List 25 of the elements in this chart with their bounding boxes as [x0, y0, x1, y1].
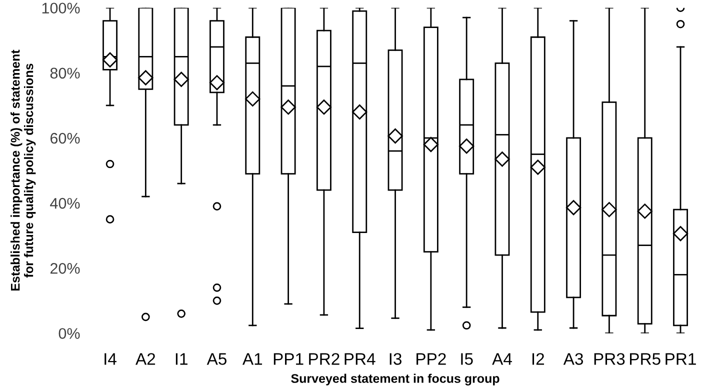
x-tick-label: I3 [390, 353, 402, 365]
x-tick-label: PR2 [309, 353, 340, 365]
x-tick-label: A3 [563, 353, 584, 365]
x-tick-label: I1 [176, 353, 188, 365]
x-tick-label: PR4 [344, 353, 376, 365]
y-tick-label: 60% [50, 132, 80, 144]
x-tick-label: PP1 [274, 353, 304, 365]
y-tick-label: 0% [58, 328, 80, 339]
x-tick-label: PP2 [416, 353, 446, 365]
x-tick-label: A1 [242, 353, 262, 365]
x-tick-label: A4 [492, 353, 512, 365]
y-axis-title: Established importance (%) of statement for future quality policy discussions [10, 50, 36, 291]
x-tick-label: A2 [136, 353, 156, 365]
y-tick-label: 80% [50, 68, 80, 79]
x-tick-label: I2 [532, 353, 544, 365]
y-tick-label: 20% [50, 262, 80, 274]
x-tick-label: PR5 [630, 353, 660, 365]
x-tick-label: PR1 [666, 353, 696, 365]
x-tick-label: I4 [104, 353, 116, 365]
x-tick-label: PR3 [594, 353, 625, 365]
y-tick-label: 40% [50, 198, 80, 209]
x-axis-title: Surveyed statement in focus group [291, 374, 500, 386]
x-tick-label: I5 [461, 353, 473, 365]
x-tick-label: A5 [206, 353, 226, 365]
y-tick-label: 100% [42, 2, 80, 14]
